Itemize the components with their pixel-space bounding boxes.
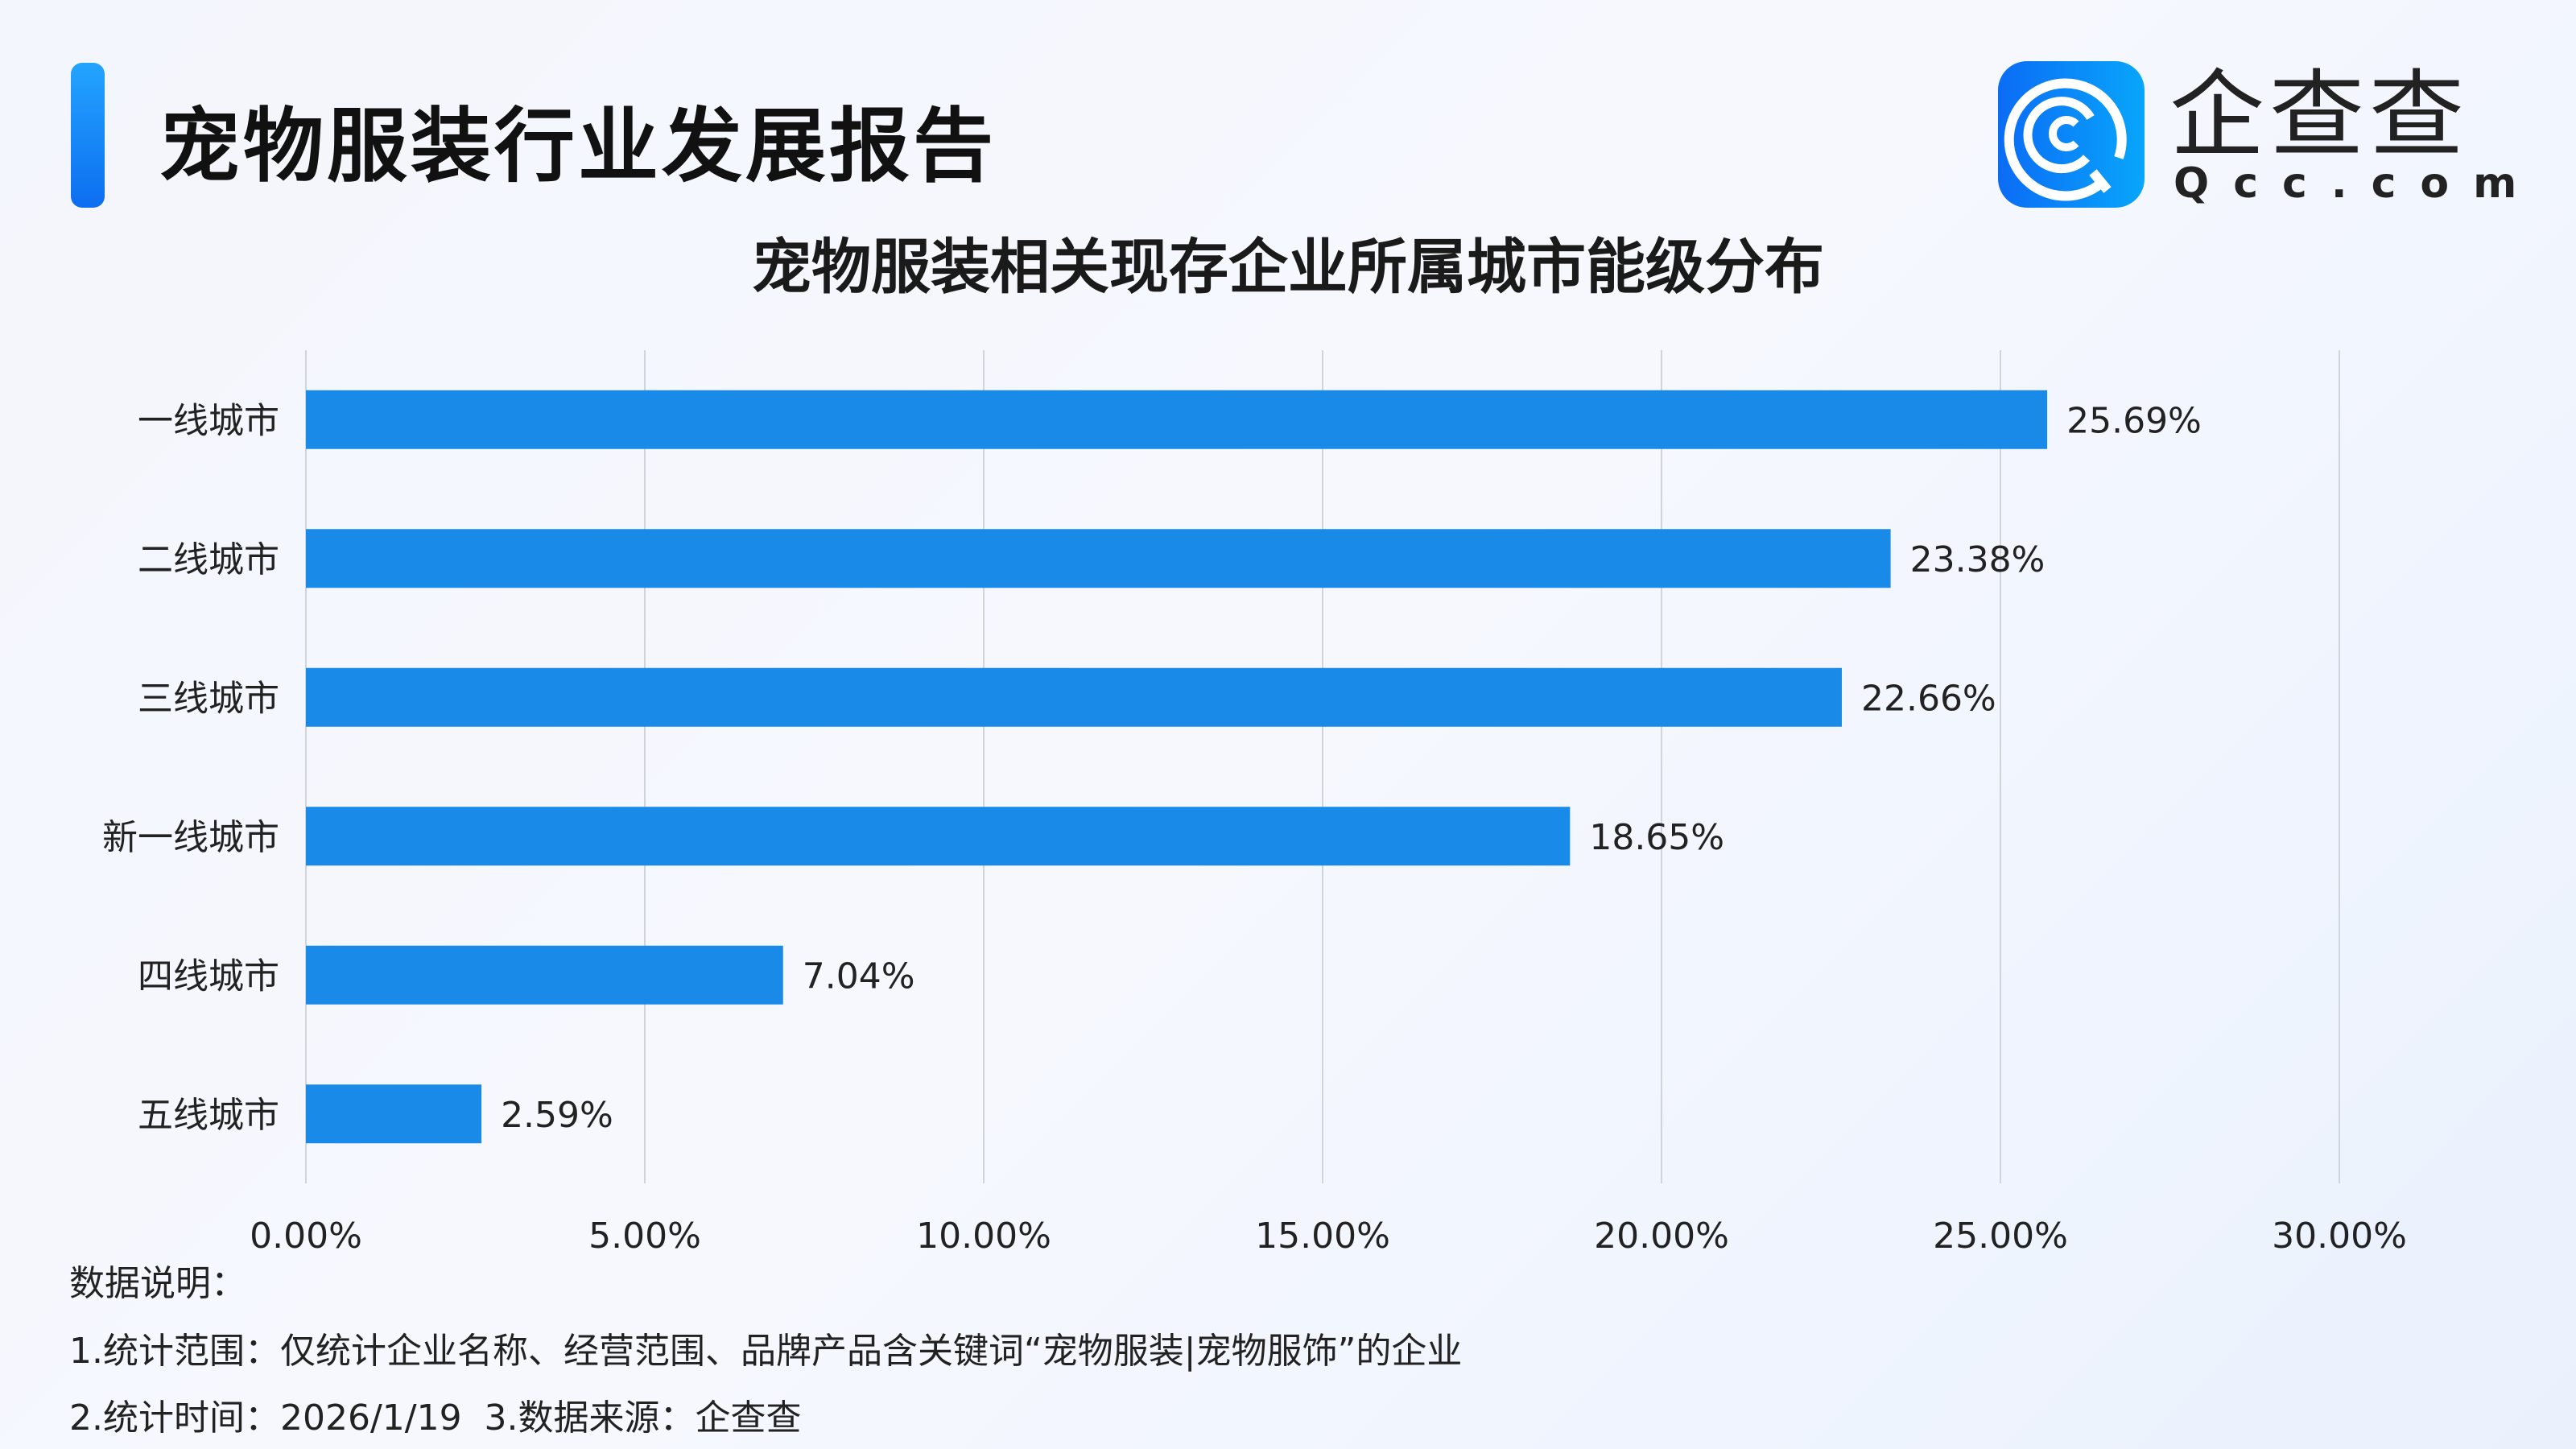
chart-title: 宠物服装相关现存企业所属城市能级分布	[752, 233, 1824, 302]
logo-wordmark: 企查查	[2169, 60, 2470, 171]
notes-scope: 1.统计范围：仅统计企业名称、经营范围、品牌产品含关键词“宠物服装|宠物服饰”的…	[69, 1331, 1463, 1372]
bar	[306, 807, 1571, 866]
logo-domain: Qcc.com	[2174, 159, 2541, 208]
report-title: 宠物服装行业发展报告	[159, 99, 997, 193]
x-tick-label: 30.00%	[2272, 1216, 2407, 1257]
x-tick-label: 10.00%	[916, 1216, 1051, 1257]
category-label: 新一线城市	[102, 817, 279, 858]
notes-heading: 数据说明：	[69, 1263, 246, 1304]
data-label: 7.04%	[803, 956, 915, 997]
bar	[306, 667, 1842, 727]
x-tick-label: 20.00%	[1594, 1216, 1729, 1257]
category-label: 五线城市	[138, 1095, 279, 1136]
data-label: 18.65%	[1589, 817, 1724, 858]
data-label: 22.66%	[1861, 678, 1996, 719]
x-tick-label: 15.00%	[1255, 1216, 1390, 1257]
category-label: 二线城市	[138, 539, 279, 580]
qcc-logo-icon	[1998, 61, 2145, 208]
bar	[306, 390, 2048, 449]
category-label: 四线城市	[138, 956, 279, 997]
data-label: 25.69%	[2066, 400, 2202, 441]
bar	[306, 529, 1891, 588]
category-label: 一线城市	[138, 400, 279, 441]
bar	[306, 1084, 482, 1144]
title-accent-bar	[71, 63, 105, 208]
category-label: 三线城市	[138, 678, 279, 719]
bar	[306, 945, 783, 1005]
x-tick-label: 5.00%	[588, 1216, 701, 1257]
notes-time-source: 2.统计时间：2026/1/19 3.数据来源：企查查	[69, 1397, 802, 1439]
x-tick-label: 25.00%	[1933, 1216, 2068, 1257]
x-tick-label: 0.00%	[250, 1216, 362, 1257]
data-label: 23.38%	[1910, 539, 2046, 580]
data-label: 2.59%	[501, 1095, 613, 1136]
